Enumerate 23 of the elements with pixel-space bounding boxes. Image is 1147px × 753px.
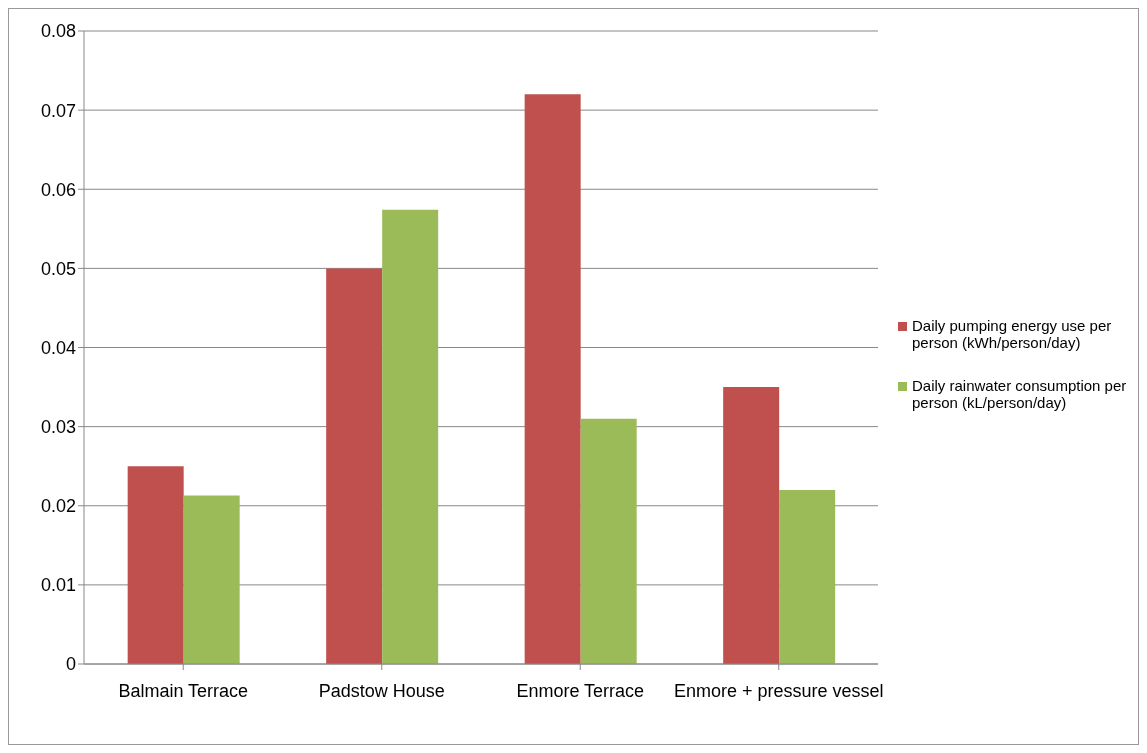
bar (723, 387, 780, 664)
bar (183, 495, 240, 664)
x-tick-label: Balmain Terrace (118, 680, 249, 701)
bar (524, 94, 581, 664)
y-tick-label: 0.07 (40, 100, 76, 121)
legend-label: Daily rainwater consumption per person (kL/person/day) (912, 376, 1128, 411)
y-tick-label: 0.04 (40, 337, 76, 358)
y-tick-label: 0.06 (40, 179, 76, 200)
y-tick-label: 0.08 (40, 21, 76, 42)
bar (382, 209, 439, 664)
y-tick-label: 0 (65, 654, 76, 675)
bar (127, 466, 184, 664)
y-tick-label: 0.01 (40, 575, 76, 596)
bar (779, 489, 836, 664)
bar (580, 418, 637, 664)
y-tick-label: 0.02 (40, 496, 76, 517)
x-tick-label: Enmore + pressure vessel (673, 680, 884, 701)
bar (326, 268, 383, 664)
legend-label: Daily pumping energy use per person (kWh/person/day) (912, 316, 1113, 351)
y-tick-label: 0.05 (40, 258, 76, 279)
x-tick-label: Padstow House (318, 680, 445, 701)
y-tick-label: 0.03 (40, 417, 76, 438)
x-tick-label: Enmore Terrace (516, 680, 645, 701)
